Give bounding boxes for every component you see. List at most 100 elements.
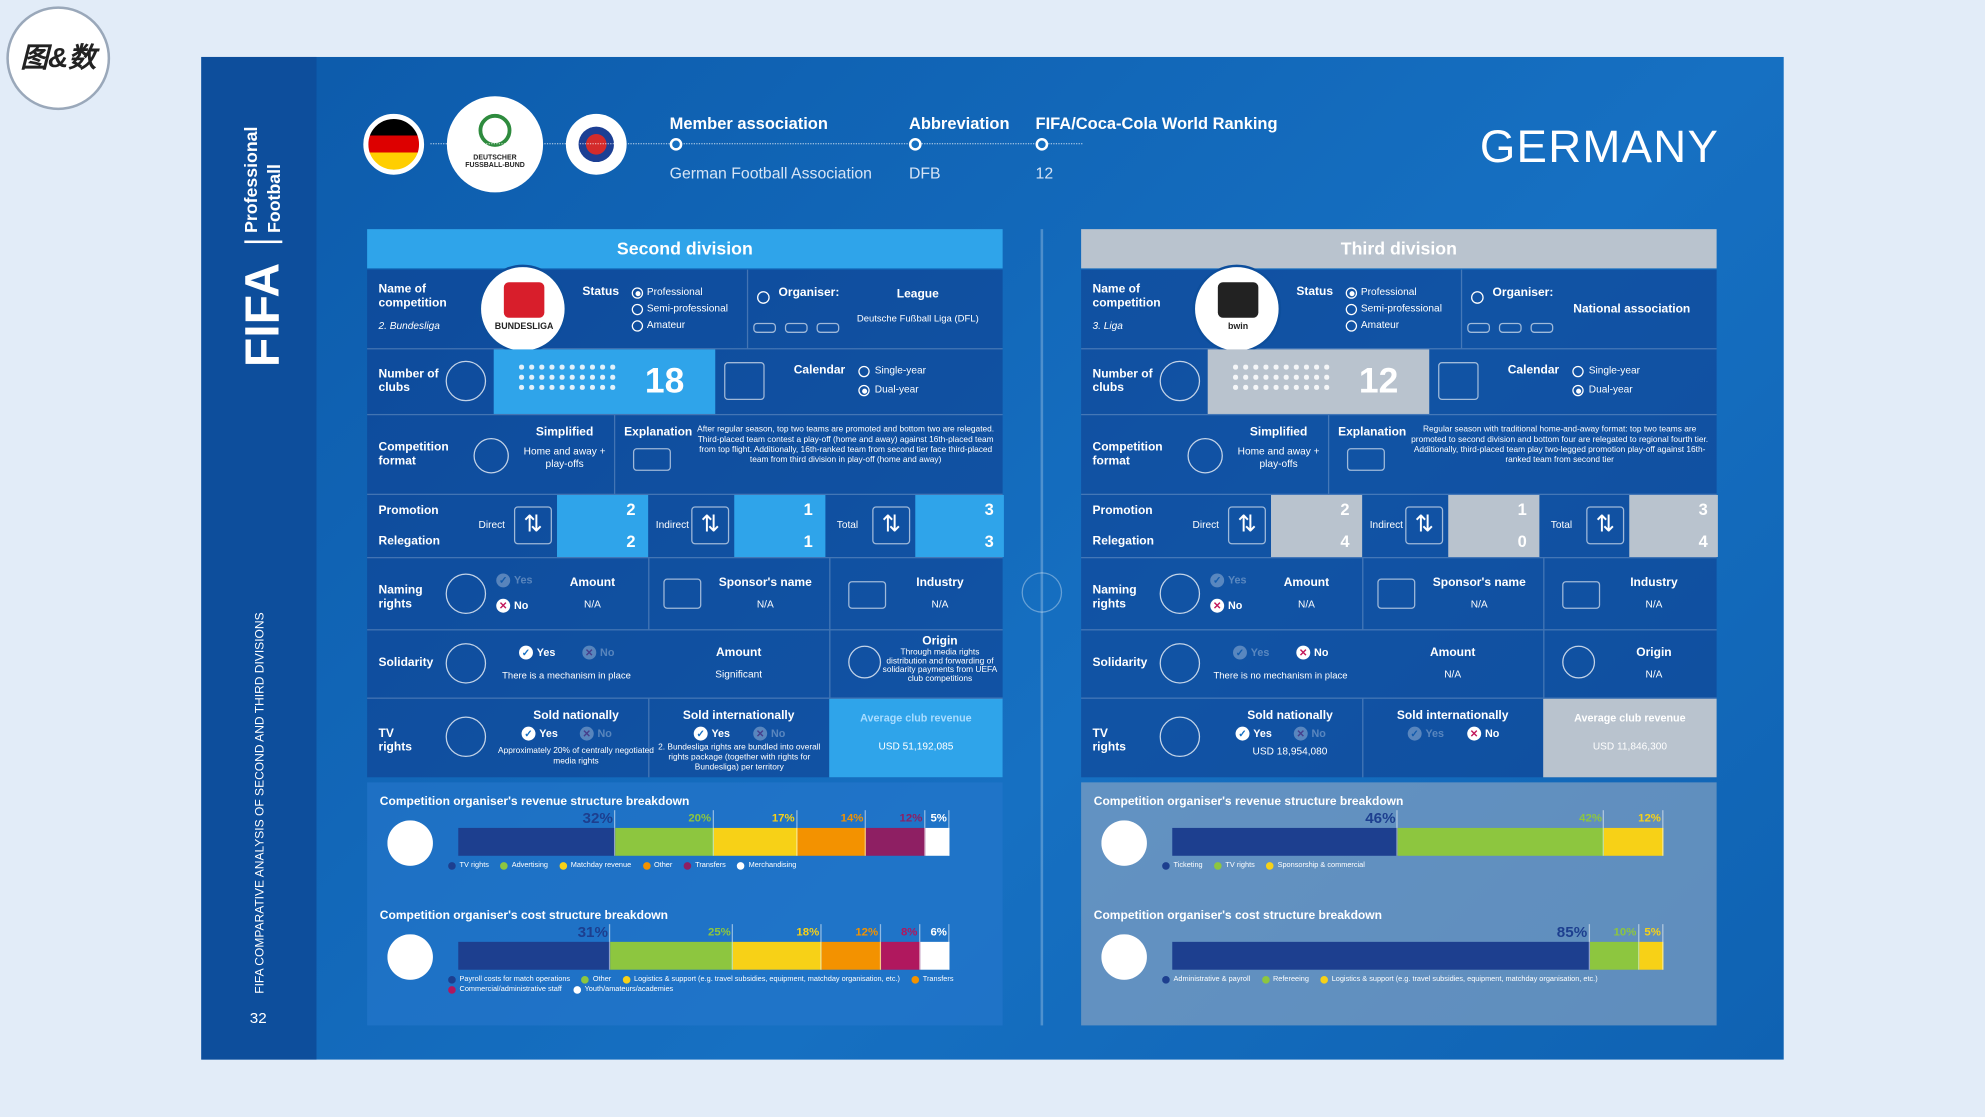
club-dot xyxy=(539,364,544,370)
legend-label: Advertising xyxy=(511,862,549,870)
legend-item: Other xyxy=(581,976,611,984)
club-dot xyxy=(600,374,605,380)
bar-segment xyxy=(924,827,950,856)
radio xyxy=(1572,384,1584,397)
legend-label: Refereeing xyxy=(1273,976,1309,984)
segment-label: 5% xyxy=(930,811,947,825)
legend-swatch xyxy=(1214,862,1222,870)
legend-label: Matchday revenue xyxy=(570,862,632,870)
legend-item: Transfers xyxy=(683,862,726,870)
move-icon: ⇅ xyxy=(872,506,911,545)
org-chart-box xyxy=(1467,322,1491,333)
choice-no: ✕ No xyxy=(1296,645,1359,661)
move-band xyxy=(915,494,1004,558)
legend: Ticketing TV rights Sponsorship & commerci… xyxy=(1162,862,1706,870)
sold-internationally-label: Sold internationally xyxy=(1396,708,1509,723)
segment-label: 6% xyxy=(930,925,947,939)
calendar-option: Dual-year xyxy=(874,383,919,395)
promotion-value: 2 xyxy=(626,500,636,520)
club-dot xyxy=(1303,364,1309,370)
club-dot xyxy=(579,374,585,380)
segment-divider xyxy=(864,810,866,856)
segment-label: 17% xyxy=(771,811,795,825)
club-dot xyxy=(610,374,615,380)
segment-label: 18% xyxy=(796,925,820,939)
segment-label: 10% xyxy=(1613,925,1637,939)
legend-label: Ticketing xyxy=(1173,862,1203,870)
segment-divider xyxy=(795,810,798,856)
legend-swatch xyxy=(622,976,631,984)
club-dot xyxy=(549,384,554,390)
segment-divider xyxy=(923,810,925,856)
choice-label: No xyxy=(597,726,612,740)
club-dot xyxy=(579,384,585,390)
segment-label: 5% xyxy=(1644,925,1661,939)
amount-label: Amount xyxy=(1283,576,1330,590)
bar-segment xyxy=(713,827,798,856)
move-band xyxy=(1271,494,1363,558)
format-icon xyxy=(1187,438,1223,474)
club-dot xyxy=(1253,374,1258,380)
revenue-band xyxy=(1543,698,1717,778)
solidarity-amount-label: Amount xyxy=(1429,645,1476,660)
division-panel: Third division Name of competition 3. Liga… xyxy=(1081,229,1718,1026)
simplified-label: Simplified xyxy=(535,425,594,440)
competition-logo: bwin xyxy=(1192,264,1282,354)
bar-segment xyxy=(733,941,822,970)
move-label: Indirect xyxy=(1369,519,1403,531)
industry-label: Industry xyxy=(916,576,964,590)
radio-dot xyxy=(634,290,640,296)
segment-divider xyxy=(1637,924,1639,970)
radio xyxy=(1572,365,1584,378)
org-chart-box xyxy=(753,322,777,333)
competition-name: 2. Bundesliga xyxy=(378,320,440,332)
club-dot xyxy=(1324,364,1329,370)
segment-label: 46% xyxy=(1365,808,1396,827)
center-marker xyxy=(1021,572,1063,613)
calendar-icon xyxy=(724,362,765,401)
simplified-value: Home and away + play-offs xyxy=(523,445,606,470)
clubs-count: 18 xyxy=(644,360,685,401)
club-dot xyxy=(1253,384,1258,390)
organiser-label: Organiser: xyxy=(1492,286,1554,301)
field-marker xyxy=(669,137,683,151)
club-dot xyxy=(569,364,575,370)
segment-label: 8% xyxy=(900,925,918,939)
club-dot xyxy=(519,384,524,390)
choice-mark: ✓ xyxy=(1233,645,1247,660)
origin-label: Origin xyxy=(1636,645,1672,660)
segment-divider xyxy=(918,924,920,970)
division-header: Second division xyxy=(367,229,1003,269)
explanation-label: Explanation xyxy=(624,425,693,440)
separator xyxy=(367,348,1003,350)
legend-item: Youth/amateurs/academies xyxy=(573,986,673,994)
legend-label: Transfers xyxy=(922,976,954,984)
legend-item: Refereeing xyxy=(1261,976,1309,984)
row-label: Competition format xyxy=(1092,440,1163,469)
sponsor-icon xyxy=(663,578,702,609)
sponsor-icon xyxy=(1377,578,1416,609)
bar-segment xyxy=(865,827,925,856)
segment-label: 12% xyxy=(899,811,923,825)
legend-swatch xyxy=(737,862,745,870)
average-revenue-label: Average club revenue xyxy=(1574,711,1686,725)
move-band xyxy=(734,494,826,558)
row-label: Number of clubs xyxy=(378,367,439,395)
club-dot xyxy=(549,374,554,380)
legend-swatch xyxy=(1266,862,1274,870)
country-name: GERMANY xyxy=(1479,120,1720,173)
amount-value: N/A xyxy=(584,598,601,611)
separator xyxy=(1362,558,1364,630)
field-marker xyxy=(1035,137,1049,151)
legend-label: TV rights xyxy=(1225,862,1255,870)
naming-icon xyxy=(1159,573,1201,614)
club-dot xyxy=(559,384,564,390)
legend-item: Payroll costs for match operations xyxy=(448,976,570,984)
choice-yes: ✓ Yes xyxy=(1407,726,1471,742)
solidarity-note: There is a mechanism in place xyxy=(502,669,631,682)
club-dot xyxy=(1293,364,1299,370)
average-revenue-value: USD 11,846,300 xyxy=(1592,740,1667,752)
field-label: Abbreviation xyxy=(908,113,1010,133)
bar-segment xyxy=(458,941,611,970)
